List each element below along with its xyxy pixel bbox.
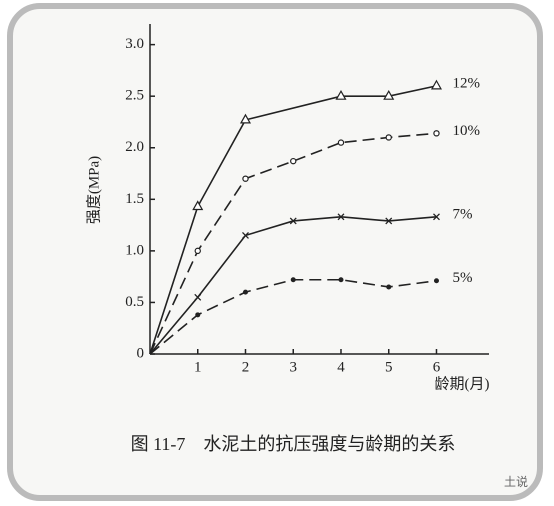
series-label: 7% (452, 206, 472, 222)
x-tick-label: 5 (385, 359, 393, 375)
x-axis-label: 龄期(月) (435, 375, 490, 392)
marker (335, 89, 347, 100)
y-tick-label: 1.5 (125, 191, 144, 207)
marker (430, 79, 443, 90)
y-tick-label: 2.0 (125, 139, 144, 155)
marker (242, 289, 248, 295)
caption: 图 11-7 水泥土的抗压强度与龄期的关系 (131, 434, 456, 454)
x-tick-label: 4 (337, 359, 345, 375)
marker (433, 213, 440, 221)
marker (383, 89, 395, 100)
marker (289, 217, 297, 225)
marker (194, 293, 202, 301)
x-tick-label: 3 (289, 359, 297, 375)
marker (239, 113, 252, 124)
marker (194, 247, 201, 255)
marker (337, 213, 345, 221)
y-tick-label: 0.5 (125, 294, 144, 310)
series-line (149, 85, 437, 355)
watermark: 土说 (504, 474, 528, 489)
x-tick-label: 6 (433, 359, 441, 375)
y-axis-label: 强度(MPa) (85, 156, 102, 224)
series-label: 12% (452, 75, 480, 91)
marker (337, 139, 345, 146)
marker (385, 134, 392, 141)
marker (290, 277, 296, 283)
y-tick-label: 2.5 (125, 88, 144, 104)
marker (242, 231, 249, 239)
marker (433, 130, 440, 137)
x-tick-label: 1 (194, 359, 202, 375)
y-tick-label: 0 (137, 345, 145, 361)
marker (385, 217, 393, 225)
series-label: 5% (452, 270, 472, 286)
marker (195, 312, 201, 318)
marker (192, 200, 204, 211)
marker (433, 278, 439, 284)
x-tick-label: 2 (242, 359, 250, 375)
marker (242, 175, 249, 182)
y-tick-label: 3.0 (125, 36, 144, 52)
y-tick-label: 1.0 (125, 242, 144, 258)
marker (386, 284, 392, 290)
marker (290, 157, 297, 165)
series-label: 10% (452, 123, 480, 139)
marker (338, 277, 344, 283)
frame (7, 3, 543, 501)
